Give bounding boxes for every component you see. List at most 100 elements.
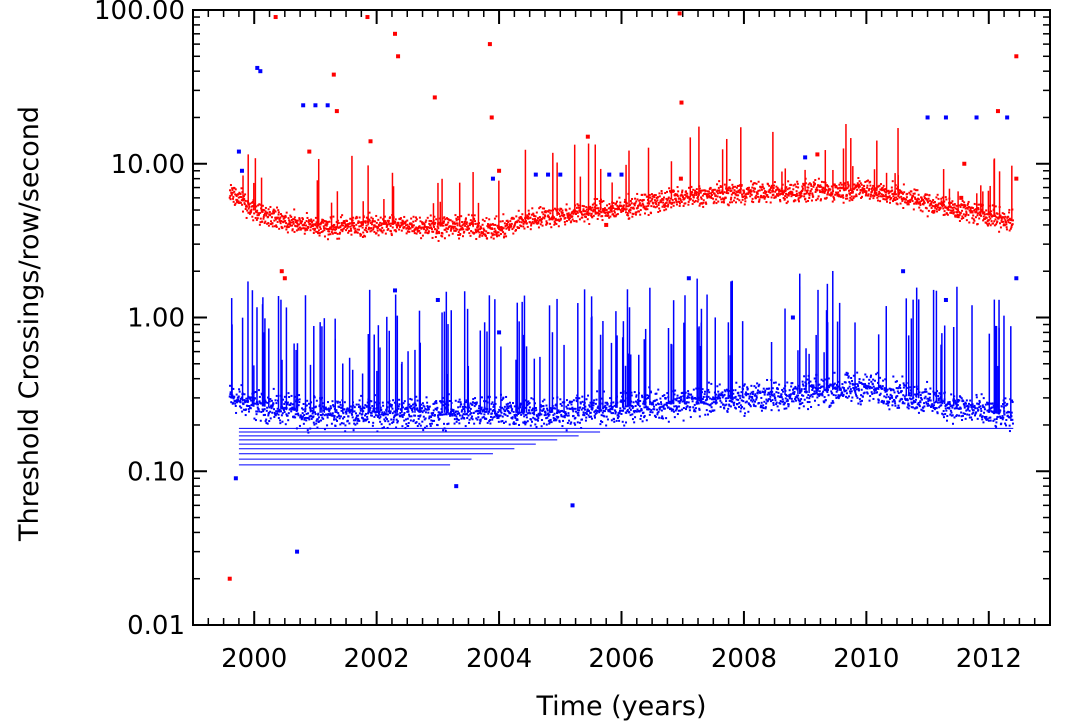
data-point xyxy=(763,391,766,394)
data-point xyxy=(989,419,992,422)
data-point xyxy=(875,373,878,376)
data-point xyxy=(339,415,342,418)
data-point xyxy=(330,231,333,234)
data-point xyxy=(881,387,884,390)
data-point xyxy=(671,198,674,201)
data-point xyxy=(794,183,797,186)
data-point xyxy=(613,211,616,214)
data-point xyxy=(973,414,976,417)
data-point xyxy=(747,188,750,191)
data-point xyxy=(931,409,934,412)
data-point xyxy=(800,389,803,392)
data-point xyxy=(648,202,651,205)
data-point xyxy=(841,195,844,198)
data-point xyxy=(543,217,546,220)
data-point xyxy=(613,420,616,423)
data-point xyxy=(858,193,861,196)
data-point xyxy=(270,404,273,407)
data-point xyxy=(365,229,368,232)
data-point xyxy=(826,193,829,196)
data-point xyxy=(236,199,239,202)
data-point xyxy=(576,210,579,213)
data-point xyxy=(714,401,717,404)
data-point xyxy=(523,415,526,418)
data-point xyxy=(261,210,264,213)
data-point xyxy=(322,417,325,420)
data-point xyxy=(754,197,757,200)
data-point xyxy=(358,228,361,231)
data-point xyxy=(983,411,986,414)
data-point xyxy=(556,412,559,415)
data-point xyxy=(257,204,260,207)
data-point xyxy=(656,413,659,416)
data-point xyxy=(581,407,584,410)
data-point xyxy=(601,219,604,222)
data-point xyxy=(567,412,570,415)
data-point xyxy=(614,412,617,415)
data-point xyxy=(687,203,690,206)
data-point xyxy=(285,211,288,214)
data-point xyxy=(336,416,339,419)
data-point xyxy=(336,400,339,403)
data-point xyxy=(868,197,871,200)
data-point xyxy=(840,183,843,186)
data-point xyxy=(743,191,746,194)
data-point xyxy=(754,187,757,190)
data-point xyxy=(777,192,780,195)
data-point xyxy=(622,209,625,212)
data-point xyxy=(934,391,937,394)
data-point xyxy=(589,207,592,210)
data-point xyxy=(861,187,864,190)
data-point xyxy=(281,420,284,423)
data-point xyxy=(430,226,433,229)
data-point xyxy=(933,408,936,411)
data-point xyxy=(384,420,387,423)
data-point xyxy=(640,409,643,412)
data-point xyxy=(309,229,312,232)
data-point xyxy=(813,377,816,380)
data-point xyxy=(853,387,856,390)
data-point xyxy=(527,209,530,212)
data-point xyxy=(979,405,982,408)
data-point xyxy=(782,196,785,199)
data-point xyxy=(380,224,383,227)
data-point xyxy=(613,215,616,218)
data-point xyxy=(387,420,390,423)
data-point xyxy=(817,393,820,396)
data-point xyxy=(842,393,845,396)
data-point xyxy=(569,407,572,410)
data-point xyxy=(362,231,365,234)
data-point xyxy=(525,421,528,424)
data-point xyxy=(613,210,616,213)
data-point xyxy=(430,412,433,415)
data-point xyxy=(712,188,715,191)
data-point xyxy=(445,230,448,233)
data-point xyxy=(938,406,941,409)
data-point xyxy=(267,396,270,399)
data-point xyxy=(762,404,765,407)
data-point xyxy=(537,417,540,420)
data-point xyxy=(311,412,314,415)
data-point xyxy=(836,193,839,196)
data-point xyxy=(314,411,317,414)
data-point xyxy=(351,416,354,419)
data-point xyxy=(572,410,575,413)
data-point xyxy=(318,420,321,423)
data-point xyxy=(663,394,666,397)
data-point xyxy=(691,400,694,403)
data-point xyxy=(835,387,838,390)
data-point xyxy=(965,399,968,402)
data-point xyxy=(813,392,816,395)
data-point xyxy=(479,418,482,421)
data-point xyxy=(574,210,577,213)
data-point xyxy=(870,190,873,193)
data-point xyxy=(669,191,672,194)
data-point xyxy=(620,399,623,402)
data-point xyxy=(488,225,491,228)
data-point xyxy=(592,210,595,213)
data-point xyxy=(645,397,648,400)
data-point xyxy=(618,419,621,422)
data-point xyxy=(691,202,694,205)
data-point xyxy=(788,395,791,398)
data-point xyxy=(306,429,309,432)
